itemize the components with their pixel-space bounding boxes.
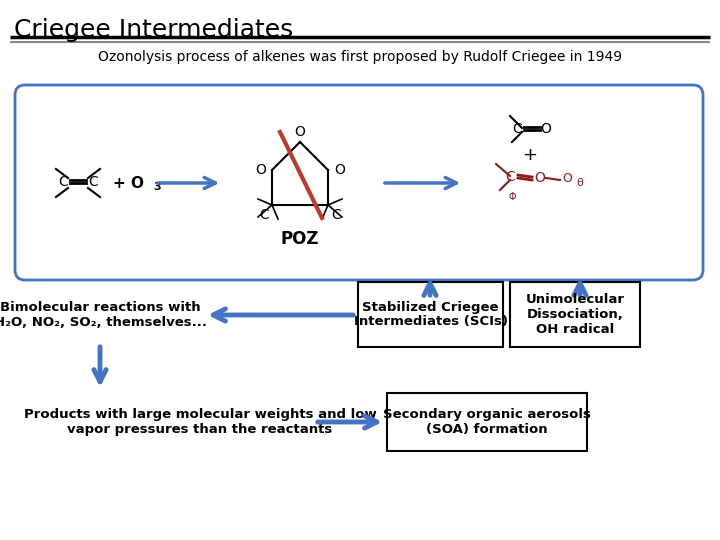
Text: O: O xyxy=(534,171,545,185)
Text: POZ: POZ xyxy=(281,230,319,248)
Text: Criegee Intermediates: Criegee Intermediates xyxy=(14,18,293,42)
Text: θ: θ xyxy=(576,178,582,188)
Text: 3: 3 xyxy=(153,182,161,192)
Text: C: C xyxy=(331,208,341,222)
Text: C: C xyxy=(505,170,515,184)
FancyBboxPatch shape xyxy=(387,393,587,451)
FancyBboxPatch shape xyxy=(510,282,640,347)
Text: O: O xyxy=(540,122,551,136)
Text: + O: + O xyxy=(113,176,144,191)
FancyBboxPatch shape xyxy=(358,282,503,347)
Text: C: C xyxy=(88,175,98,189)
Text: O: O xyxy=(294,125,305,139)
Text: C: C xyxy=(58,175,68,189)
Text: Secondary organic aerosols
(SOA) formation: Secondary organic aerosols (SOA) formati… xyxy=(383,408,591,436)
Text: C: C xyxy=(512,122,522,136)
Text: Ozonolysis process of alkenes was first proposed by Rudolf Criegee in 1949: Ozonolysis process of alkenes was first … xyxy=(98,50,622,64)
Text: C: C xyxy=(259,208,269,222)
Text: Unimolecular
Dissociation,
OH radical: Unimolecular Dissociation, OH radical xyxy=(526,293,624,336)
Text: Products with large molecular weights and low
vapor pressures than the reactants: Products with large molecular weights an… xyxy=(24,408,377,436)
Text: +: + xyxy=(523,146,538,164)
Text: Stabilized Criegee
Intermediates (SCIs): Stabilized Criegee Intermediates (SCIs) xyxy=(354,300,508,328)
Text: Bimolecular reactions with
H₂O, NO₂, SO₂, themselves...: Bimolecular reactions with H₂O, NO₂, SO₂… xyxy=(0,301,207,329)
Text: Φ: Φ xyxy=(508,192,516,202)
Text: O: O xyxy=(255,163,266,177)
Text: O: O xyxy=(562,172,572,186)
FancyBboxPatch shape xyxy=(15,85,703,280)
Text: O: O xyxy=(334,163,345,177)
